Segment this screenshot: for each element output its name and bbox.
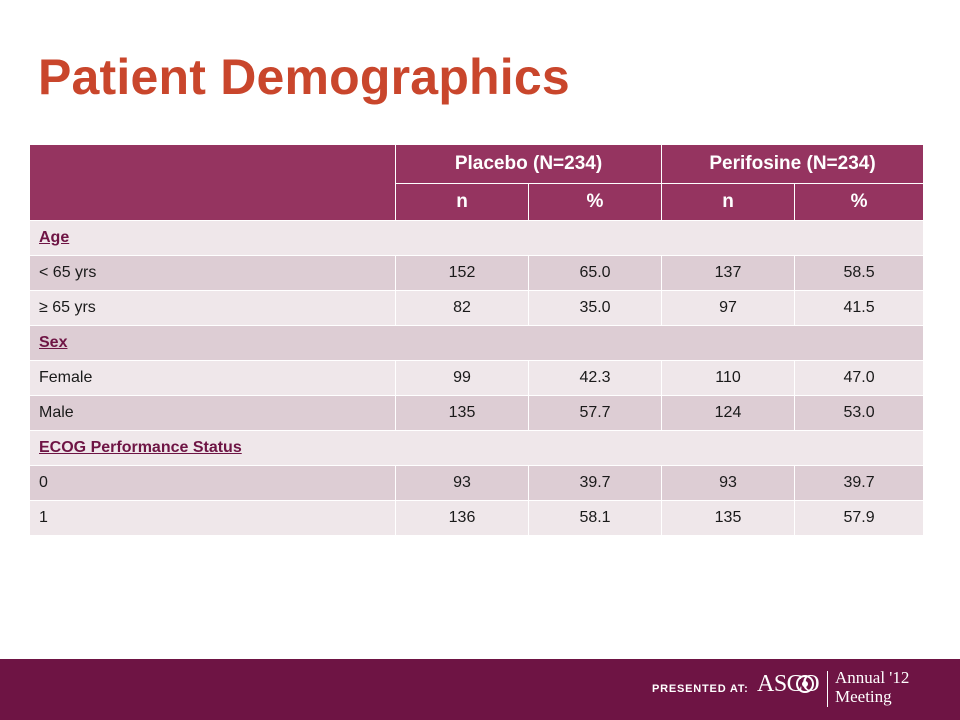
perifosine-n-cell: 110 — [661, 360, 796, 396]
placebo-pct-cell: 65.0 — [527, 255, 663, 291]
sub-header-row: n % n % — [30, 183, 925, 221]
perifosine-pct-cell: 39.7 — [794, 465, 925, 501]
placebo-n-cell: 136 — [395, 500, 529, 536]
perifosine-n-cell: 93 — [661, 465, 796, 501]
table-row: 0 93 39.7 93 39.7 — [29, 465, 925, 501]
perifosine-n-cell: 135 — [661, 500, 796, 536]
row-label: < 65 yrs — [29, 255, 396, 291]
header-blank-cell — [29, 144, 396, 221]
placebo-pct-cell: 58.1 — [527, 500, 663, 536]
placebo-pct-cell: 57.7 — [527, 395, 663, 431]
placebo-n-cell: 99 — [395, 360, 529, 396]
logo-divider — [827, 671, 828, 707]
demographics-table: Placebo (N=234) Perifosine (N=234) n % n… — [28, 144, 925, 536]
perifosine-pct-header: % — [794, 183, 925, 221]
table-row: Female 99 42.3 110 47.0 — [29, 360, 925, 396]
perifosine-n-cell: 124 — [661, 395, 796, 431]
placebo-pct-cell: 35.0 — [527, 290, 663, 326]
presented-at-label: PRESENTED AT: — [652, 683, 749, 695]
row-label: Female — [29, 360, 396, 396]
annual-meeting-logo: Annual '12 Meeting — [835, 668, 909, 706]
table-row: < 65 yrs 152 65.0 137 58.5 — [29, 255, 925, 291]
placebo-n-cell: 152 — [395, 255, 529, 291]
asco-logo-mark-icon — [796, 675, 814, 693]
perifosine-pct-cell: 58.5 — [794, 255, 925, 291]
placebo-pct-cell: 42.3 — [527, 360, 663, 396]
placebo-n-cell: 135 — [395, 395, 529, 431]
perifosine-pct-cell: 57.9 — [794, 500, 925, 536]
row-label: Male — [29, 395, 396, 431]
perifosine-n-cell: 97 — [661, 290, 796, 326]
section-row-ecog: ECOG Performance Status — [28, 430, 925, 466]
row-label: ≥ 65 yrs — [29, 290, 396, 326]
section-label: Age — [28, 220, 925, 256]
perifosine-pct-cell: 53.0 — [794, 395, 925, 431]
table-row: ≥ 65 yrs 82 35.0 97 41.5 — [29, 290, 925, 326]
section-label: Sex — [28, 325, 925, 361]
placebo-group-header: Placebo (N=234) — [394, 144, 663, 184]
row-label: 0 — [29, 465, 396, 501]
slide-title: Patient Demographics — [38, 49, 570, 105]
section-row-sex: Sex — [28, 325, 925, 361]
perifosine-group-header: Perifosine (N=234) — [661, 144, 925, 184]
perifosine-n-header: n — [661, 183, 796, 221]
placebo-pct-cell: 39.7 — [527, 465, 663, 501]
placebo-pct-header: % — [527, 183, 663, 221]
section-label: ECOG Performance Status — [28, 430, 925, 466]
table-row: 1 136 58.1 135 57.9 — [29, 500, 925, 536]
perifosine-pct-cell: 47.0 — [794, 360, 925, 396]
footer-bar: PRESENTED AT: ASCO Annual '12 Meeting — [0, 659, 960, 720]
annual-logo-line2: Meeting — [835, 687, 892, 706]
perifosine-n-cell: 137 — [661, 255, 796, 291]
group-header-row: Placebo (N=234) Perifosine (N=234) — [29, 144, 925, 221]
row-label: 1 — [29, 500, 396, 536]
section-row-age: Age — [28, 220, 925, 256]
placebo-n-cell: 93 — [395, 465, 529, 501]
placebo-n-cell: 82 — [395, 290, 529, 326]
table-row: Male 135 57.7 124 53.0 — [29, 395, 925, 431]
annual-logo-line1: Annual '12 — [835, 668, 910, 687]
placebo-n-header: n — [395, 183, 529, 221]
perifosine-pct-cell: 41.5 — [794, 290, 925, 326]
